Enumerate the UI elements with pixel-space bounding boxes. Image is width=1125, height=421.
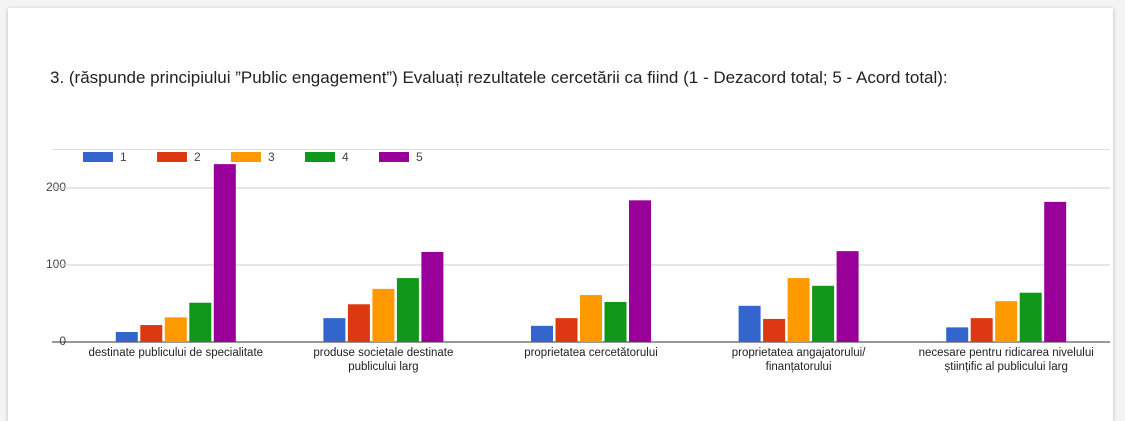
bar <box>347 304 370 342</box>
y-tick-label: 200 <box>46 180 66 194</box>
bar <box>629 200 651 342</box>
bar <box>604 301 627 342</box>
bar <box>787 278 810 342</box>
x-tick-box: produse societale destinate publicului l… <box>313 347 454 373</box>
bar <box>836 251 859 342</box>
y-tick-label: 100 <box>46 257 66 271</box>
bar <box>946 327 969 342</box>
bar <box>396 278 419 342</box>
bar <box>555 318 578 342</box>
x-tick-box: proprietatea angajatorului/ finanțatorul… <box>731 347 866 373</box>
x-tick-label: destinate publicului de specialitate <box>88 347 264 359</box>
bar <box>421 251 444 342</box>
bar <box>763 318 786 342</box>
bar <box>372 288 395 342</box>
bar <box>1019 292 1042 342</box>
bar <box>531 325 553 342</box>
x-tick-box: necesare pentru ridicarea nivelului știi… <box>918 347 1094 373</box>
bar <box>995 301 1018 342</box>
x-tick-label: produse societale destinate publicului l… <box>313 347 454 373</box>
bar <box>115 331 138 342</box>
legend-label: 5 <box>416 150 423 164</box>
legend-swatch <box>83 152 113 162</box>
legend-label: 4 <box>342 150 349 164</box>
bar <box>164 317 187 342</box>
bar <box>189 302 212 342</box>
legend-label: 1 <box>120 150 127 164</box>
x-tick-box: destinate publicului de specialitate <box>88 347 264 359</box>
chart-title: 3. (răspunde principiului ”Public engage… <box>50 68 948 87</box>
legend-swatch <box>379 152 409 162</box>
title-box: 3. (răspunde principiului ”Public engage… <box>50 68 948 87</box>
legend-label: 2 <box>194 150 201 164</box>
legend-swatch <box>231 152 261 162</box>
bar <box>738 305 761 342</box>
legend-swatch <box>157 152 187 162</box>
x-tick-label: necesare pentru ridicarea nivelului știi… <box>918 347 1094 373</box>
legend-swatch <box>305 152 335 162</box>
bar <box>213 164 236 342</box>
legend-label: 3 <box>268 150 275 164</box>
bar <box>1044 201 1067 342</box>
bar <box>580 295 602 342</box>
x-tick-box: proprietatea cercetătorului <box>524 347 658 359</box>
bar <box>812 285 835 342</box>
bar <box>970 318 993 342</box>
x-tick-label: proprietatea angajatorului/ finanțatorul… <box>731 347 866 373</box>
x-tick-label: proprietatea cercetătorului <box>524 347 658 359</box>
y-tick-label: 0 <box>59 334 66 348</box>
bar <box>140 325 163 342</box>
card <box>8 8 1113 421</box>
bar <box>323 318 346 342</box>
